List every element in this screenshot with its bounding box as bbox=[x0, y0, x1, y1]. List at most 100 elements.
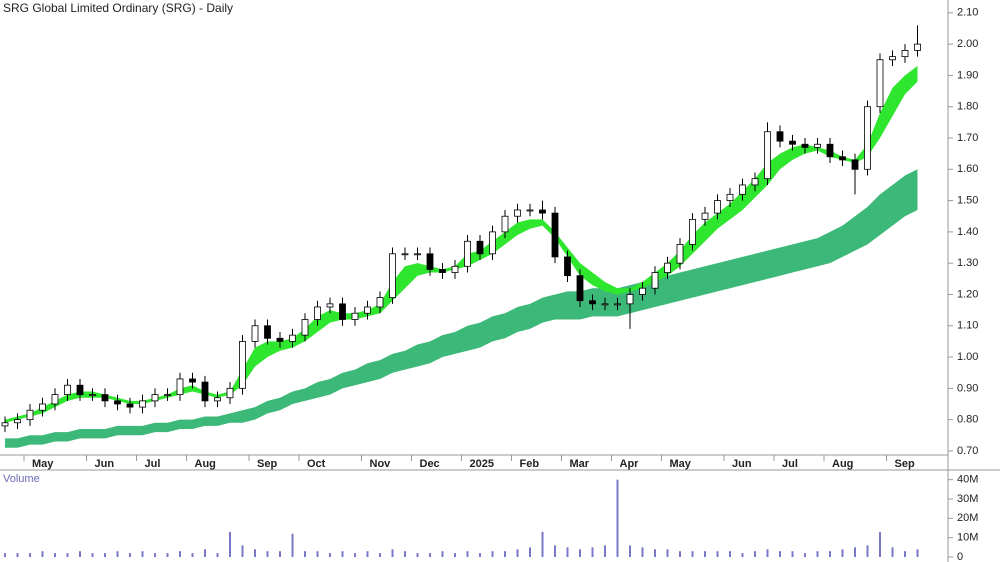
candle-body bbox=[289, 334, 296, 342]
x-tick-label: Apr bbox=[620, 458, 640, 470]
x-tick-label: Nov bbox=[370, 458, 392, 470]
volume-bar bbox=[79, 551, 81, 557]
y-tick-label: 40M bbox=[957, 474, 978, 486]
volume-bar bbox=[879, 531, 881, 557]
candle-body bbox=[526, 209, 534, 212]
candle-body bbox=[539, 209, 546, 214]
volume-bar bbox=[541, 531, 544, 557]
candle-body bbox=[914, 43, 921, 51]
candle-body bbox=[214, 397, 221, 402]
candle-body bbox=[101, 394, 109, 402]
volume-bar bbox=[404, 551, 406, 557]
candle-body bbox=[764, 131, 771, 180]
candle-body bbox=[801, 143, 809, 148]
y-tick-label: 2.00 bbox=[957, 38, 978, 50]
candle-body bbox=[14, 419, 21, 424]
volume-bar bbox=[191, 553, 194, 557]
volume-bar bbox=[216, 553, 219, 557]
x-tick-label: Mar bbox=[570, 458, 590, 470]
volume-bar bbox=[16, 553, 19, 557]
volume-bar bbox=[579, 549, 581, 557]
volume-bar bbox=[516, 549, 519, 557]
volume-bar bbox=[166, 553, 169, 557]
candle-body bbox=[264, 325, 271, 339]
x-tick-label: Dec bbox=[420, 458, 440, 470]
volume-bar bbox=[866, 545, 869, 557]
volume-bar bbox=[566, 547, 569, 557]
volume-bar bbox=[266, 551, 269, 557]
candle-body bbox=[564, 256, 571, 277]
candle-body bbox=[164, 394, 171, 397]
volume-bar bbox=[391, 549, 394, 557]
plot bbox=[1, 25, 921, 557]
volume-bar bbox=[666, 549, 669, 557]
y-tick-label: 0.90 bbox=[957, 382, 978, 394]
candle-body bbox=[551, 212, 559, 258]
volume-bar bbox=[641, 547, 644, 557]
volume-bar bbox=[616, 479, 619, 557]
candle-body bbox=[364, 306, 371, 314]
volume-bar bbox=[316, 551, 319, 557]
volume-bar bbox=[779, 551, 781, 557]
volume-bar bbox=[704, 551, 706, 557]
candle-body bbox=[451, 265, 459, 273]
y-tick-label: 1.30 bbox=[957, 257, 978, 269]
x-tick-label: Sep bbox=[895, 458, 915, 470]
candle-body bbox=[251, 325, 259, 342]
volume-bar bbox=[741, 553, 744, 557]
candle-body bbox=[776, 131, 784, 142]
y-tick-label: 30M bbox=[957, 493, 978, 505]
volume-bar bbox=[179, 551, 181, 557]
volume-bar bbox=[891, 547, 894, 557]
candle-body bbox=[639, 287, 646, 295]
volume-bar bbox=[154, 553, 156, 557]
candle-body bbox=[39, 403, 46, 411]
y-tick-label: 1.00 bbox=[957, 351, 978, 363]
x-tick-label: May bbox=[670, 458, 692, 470]
candle-body bbox=[864, 106, 871, 170]
volume-bar bbox=[554, 545, 556, 557]
candle-body bbox=[126, 403, 134, 408]
candle-body bbox=[589, 300, 596, 305]
candle-body bbox=[414, 253, 421, 256]
y-tick-label: 10M bbox=[957, 532, 978, 544]
y-tick-label: 20M bbox=[957, 512, 978, 524]
candle-body bbox=[114, 400, 121, 405]
y-tick-label: 0 bbox=[957, 551, 963, 562]
volume-bar bbox=[241, 545, 244, 557]
volume-bar bbox=[54, 553, 56, 557]
candle-body bbox=[601, 303, 609, 306]
candle-body bbox=[189, 378, 196, 383]
volume-bar bbox=[729, 551, 731, 557]
volume-bar bbox=[716, 551, 719, 557]
volume-bar bbox=[141, 551, 144, 557]
volume-bar bbox=[591, 547, 594, 557]
y-tick-label: 0.70 bbox=[957, 445, 978, 457]
candle-body bbox=[851, 159, 859, 170]
volume-bar bbox=[341, 551, 344, 557]
candle-body bbox=[576, 275, 584, 302]
volume-bar bbox=[29, 553, 31, 557]
candle-body bbox=[714, 200, 721, 214]
y-tick-label: 1.10 bbox=[957, 320, 978, 332]
candle-body bbox=[351, 312, 359, 320]
candle-body bbox=[701, 212, 709, 220]
volume-bar bbox=[816, 551, 819, 557]
volume-bar bbox=[204, 549, 206, 557]
volume-bar bbox=[454, 553, 456, 557]
candle-body bbox=[689, 218, 696, 245]
volume-bar bbox=[329, 553, 331, 557]
candle-body bbox=[389, 253, 396, 298]
volume-bar bbox=[291, 533, 294, 557]
x-tick-label: Jun bbox=[95, 458, 115, 470]
x-tick-label: 2025 bbox=[470, 458, 494, 470]
volume-bar bbox=[379, 553, 381, 557]
volume-bar bbox=[841, 549, 844, 557]
candle-body bbox=[139, 400, 146, 408]
candle-body bbox=[239, 341, 246, 389]
candle-body bbox=[751, 178, 759, 186]
candle-body bbox=[26, 409, 34, 421]
candle-body bbox=[839, 156, 846, 161]
